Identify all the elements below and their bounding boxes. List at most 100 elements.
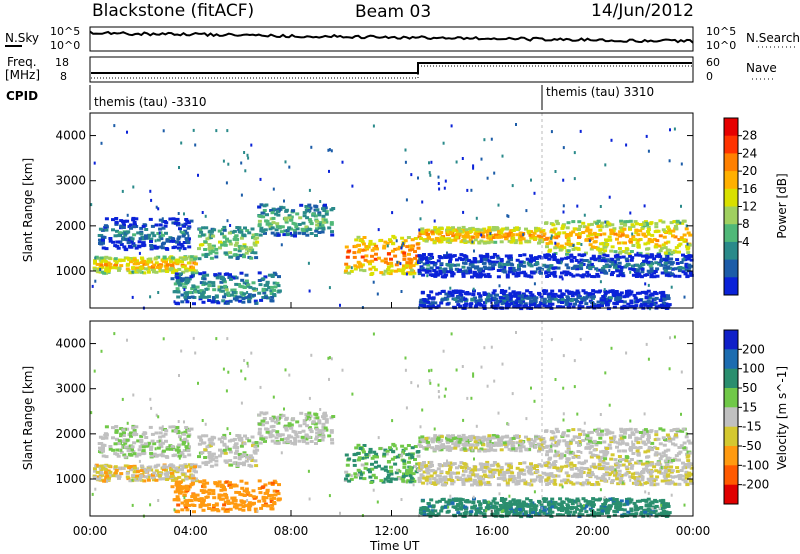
power-cell (137, 269, 142, 273)
velocity-cell (188, 463, 192, 467)
power-cell (218, 240, 222, 244)
power-cell (610, 223, 615, 227)
power-cell (373, 257, 378, 261)
velocity-cell (207, 492, 212, 495)
power-cell (284, 218, 289, 222)
velocity-cell (146, 468, 151, 472)
power-cell (269, 209, 274, 212)
power-cell (403, 239, 408, 243)
velocity-cell (274, 420, 279, 424)
power-cell (276, 213, 281, 217)
power-cell (176, 295, 181, 299)
power-cell (610, 289, 615, 293)
power-cell (443, 255, 448, 259)
power-cell (473, 305, 478, 309)
power-cell (111, 228, 115, 232)
power-cell (265, 219, 270, 223)
velocity-cell (347, 457, 352, 461)
velocity-cell (181, 473, 186, 477)
velocity-cell (403, 473, 408, 477)
power-cell (108, 239, 113, 243)
power-cell (119, 264, 124, 268)
power-cell (315, 223, 320, 227)
power-cell (491, 291, 496, 295)
power-scatter-cell (308, 289, 311, 293)
power-cell (464, 231, 469, 235)
power-cell (297, 231, 302, 235)
velocity-cell (369, 481, 374, 484)
power-cell (646, 289, 651, 293)
velocity-cell (579, 475, 584, 479)
velocity-cell (353, 475, 358, 479)
velocity-cell (627, 460, 632, 464)
power-cell (662, 297, 667, 301)
power-cell (264, 203, 269, 207)
power-cell (551, 230, 556, 234)
power-cell (417, 272, 422, 276)
power-cell (610, 271, 615, 274)
power-cell (469, 260, 474, 264)
power-cell (658, 234, 663, 238)
power-scatter-cell (201, 211, 204, 214)
velocity-cell (380, 467, 385, 471)
power-cell (537, 291, 541, 295)
velocity-cell (181, 478, 186, 482)
power-cell (432, 263, 437, 267)
power-cell (444, 292, 449, 296)
power-cell (389, 261, 394, 265)
velocity-cell (210, 454, 215, 458)
velocity-cell (413, 458, 417, 461)
velocity-cell (104, 425, 109, 429)
velocity-cell (139, 440, 144, 444)
power-cell (579, 263, 584, 267)
power-cell (420, 227, 425, 231)
velocity-cell (122, 431, 126, 435)
power-scatter-cell (405, 198, 408, 202)
velocity-cell (407, 460, 411, 464)
power-cell (172, 261, 177, 265)
velocity-cell (624, 442, 629, 446)
power-cell (459, 299, 464, 303)
power-cell (204, 255, 209, 258)
velocity-cell (248, 493, 253, 497)
velocity-cell (104, 455, 109, 459)
velocity-cell (270, 434, 275, 438)
velocity-cell (204, 463, 209, 466)
power-cell (247, 293, 252, 297)
power-cell (517, 267, 521, 271)
velocity-cell (592, 439, 597, 443)
velocity-cell (554, 452, 559, 456)
power-scatter-cell (350, 266, 353, 270)
power-scatter-cell (401, 244, 404, 248)
power-cell (438, 238, 443, 241)
velocity-cell (190, 495, 195, 499)
power-scatter-cell (412, 275, 415, 279)
power-cell (269, 292, 274, 295)
velocity-cell (149, 468, 154, 472)
velocity-cell (293, 430, 298, 434)
velocity-cell (317, 419, 322, 423)
velocity-cell (139, 464, 144, 468)
power-scatter-cell (533, 191, 536, 195)
power-cell (621, 255, 626, 259)
power-cell (270, 226, 275, 230)
velocity-cell (205, 445, 210, 449)
beam-label: Beam 03 (355, 2, 431, 22)
power-scatter-cell (126, 130, 128, 134)
power-cell (417, 269, 422, 273)
power-cell (628, 219, 633, 223)
power-cell (415, 254, 420, 258)
velocity-cell (247, 439, 252, 443)
power-cell (553, 292, 558, 296)
power-cell (202, 271, 207, 275)
power-cell (307, 203, 312, 207)
power-cell (488, 262, 493, 266)
velocity-cell (129, 468, 133, 472)
velocity-cell (154, 469, 159, 473)
velocity-cell (272, 489, 277, 493)
velocity-cell (409, 476, 414, 480)
velocity-cell (175, 484, 180, 488)
power-cell (514, 301, 519, 305)
power-cell (669, 257, 674, 261)
power-cell (684, 265, 689, 269)
